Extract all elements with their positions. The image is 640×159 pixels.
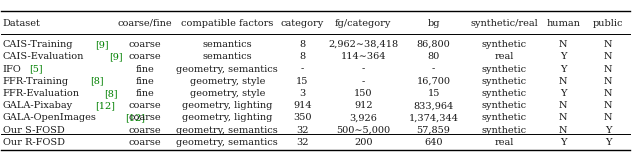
Text: -: - — [301, 65, 304, 73]
Text: coarse/fine: coarse/fine — [118, 19, 172, 28]
Text: real: real — [494, 138, 514, 147]
Text: geometry, semantics: geometry, semantics — [177, 138, 278, 147]
Text: synthetic: synthetic — [481, 126, 527, 135]
Text: 2,962∼38,418: 2,962∼38,418 — [328, 40, 398, 49]
Text: [9]: [9] — [109, 52, 123, 61]
Text: compatible factors: compatible factors — [181, 19, 273, 28]
Text: 200: 200 — [354, 138, 372, 147]
Text: real: real — [494, 52, 514, 61]
Text: 914: 914 — [293, 101, 312, 110]
Text: 500∼5,000: 500∼5,000 — [336, 126, 390, 135]
Text: geometry, semantics: geometry, semantics — [177, 126, 278, 135]
Text: 912: 912 — [354, 101, 372, 110]
Text: synthetic: synthetic — [481, 89, 527, 98]
Text: 8: 8 — [300, 52, 305, 61]
Text: N: N — [559, 40, 568, 49]
Text: [5]: [5] — [29, 65, 42, 73]
Text: 80: 80 — [428, 52, 440, 61]
Text: coarse: coarse — [129, 52, 161, 61]
Text: [9]: [9] — [95, 40, 109, 49]
Text: coarse: coarse — [129, 101, 161, 110]
Text: N: N — [559, 126, 568, 135]
Text: fine: fine — [136, 77, 154, 86]
Text: synthetic: synthetic — [481, 114, 527, 122]
Text: category: category — [281, 19, 324, 28]
Text: 640: 640 — [424, 138, 443, 147]
Text: -: - — [362, 65, 365, 73]
Text: FFR-Evaluation: FFR-Evaluation — [3, 89, 79, 98]
Text: 57,859: 57,859 — [417, 126, 451, 135]
Text: CAIS-Evaluation: CAIS-Evaluation — [3, 52, 84, 61]
Text: N: N — [604, 52, 612, 61]
Text: 32: 32 — [296, 138, 308, 147]
Text: 3,926: 3,926 — [349, 114, 377, 122]
Text: 114∼364: 114∼364 — [340, 52, 386, 61]
Text: bg: bg — [428, 19, 440, 28]
Text: 833,964: 833,964 — [413, 101, 454, 110]
Text: 15: 15 — [428, 89, 440, 98]
Text: GALA-Pixabay: GALA-Pixabay — [3, 101, 73, 110]
Text: synthetic: synthetic — [481, 101, 527, 110]
Text: N: N — [559, 101, 568, 110]
Text: Y: Y — [560, 89, 566, 98]
Text: geometry, lighting: geometry, lighting — [182, 114, 273, 122]
Text: synthetic/real: synthetic/real — [470, 19, 538, 28]
Text: semantics: semantics — [202, 52, 252, 61]
Text: 350: 350 — [293, 114, 312, 122]
Text: fine: fine — [136, 89, 154, 98]
Text: 3: 3 — [300, 89, 305, 98]
Text: [8]: [8] — [104, 89, 118, 98]
Text: coarse: coarse — [129, 138, 161, 147]
Text: public: public — [593, 19, 623, 28]
Text: 1,374,344: 1,374,344 — [408, 114, 459, 122]
Text: GALA-OpenImages: GALA-OpenImages — [3, 114, 97, 122]
Text: Our R-FOSD: Our R-FOSD — [3, 138, 65, 147]
Text: coarse: coarse — [129, 40, 161, 49]
Text: Dataset: Dataset — [3, 19, 40, 28]
Text: human: human — [547, 19, 580, 28]
Text: 150: 150 — [354, 89, 372, 98]
Text: 16,700: 16,700 — [417, 77, 451, 86]
Text: 15: 15 — [296, 77, 308, 86]
Text: N: N — [559, 114, 568, 122]
Text: synthetic: synthetic — [481, 65, 527, 73]
Text: geometry, lighting: geometry, lighting — [182, 101, 273, 110]
Text: FFR-Training: FFR-Training — [3, 77, 68, 86]
Text: [12]: [12] — [125, 114, 146, 122]
Text: N: N — [604, 40, 612, 49]
Text: Y: Y — [560, 138, 566, 147]
Text: coarse: coarse — [129, 114, 161, 122]
Text: semantics: semantics — [202, 40, 252, 49]
Text: IFO: IFO — [3, 65, 21, 73]
Text: 8: 8 — [300, 40, 305, 49]
Text: synthetic: synthetic — [481, 77, 527, 86]
Text: 32: 32 — [296, 126, 308, 135]
Text: Y: Y — [560, 52, 566, 61]
Text: N: N — [604, 77, 612, 86]
Text: -: - — [432, 65, 435, 73]
Text: Y: Y — [560, 65, 566, 73]
Text: [12]: [12] — [95, 101, 115, 110]
Text: N: N — [604, 101, 612, 110]
Text: Our S-FOSD: Our S-FOSD — [3, 126, 64, 135]
Text: fine: fine — [136, 65, 154, 73]
Text: geometry, style: geometry, style — [189, 77, 265, 86]
Text: N: N — [604, 114, 612, 122]
Text: coarse: coarse — [129, 126, 161, 135]
Text: CAIS-Training: CAIS-Training — [3, 40, 73, 49]
Text: Y: Y — [605, 126, 611, 135]
Text: 86,800: 86,800 — [417, 40, 451, 49]
Text: Y: Y — [605, 138, 611, 147]
Text: -: - — [362, 77, 365, 86]
Text: fg/category: fg/category — [335, 19, 392, 28]
Text: geometry, style: geometry, style — [189, 89, 265, 98]
Text: [8]: [8] — [90, 77, 104, 86]
Text: N: N — [604, 65, 612, 73]
Text: geometry, semantics: geometry, semantics — [177, 65, 278, 73]
Text: N: N — [559, 77, 568, 86]
Text: N: N — [604, 89, 612, 98]
Text: synthetic: synthetic — [481, 40, 527, 49]
